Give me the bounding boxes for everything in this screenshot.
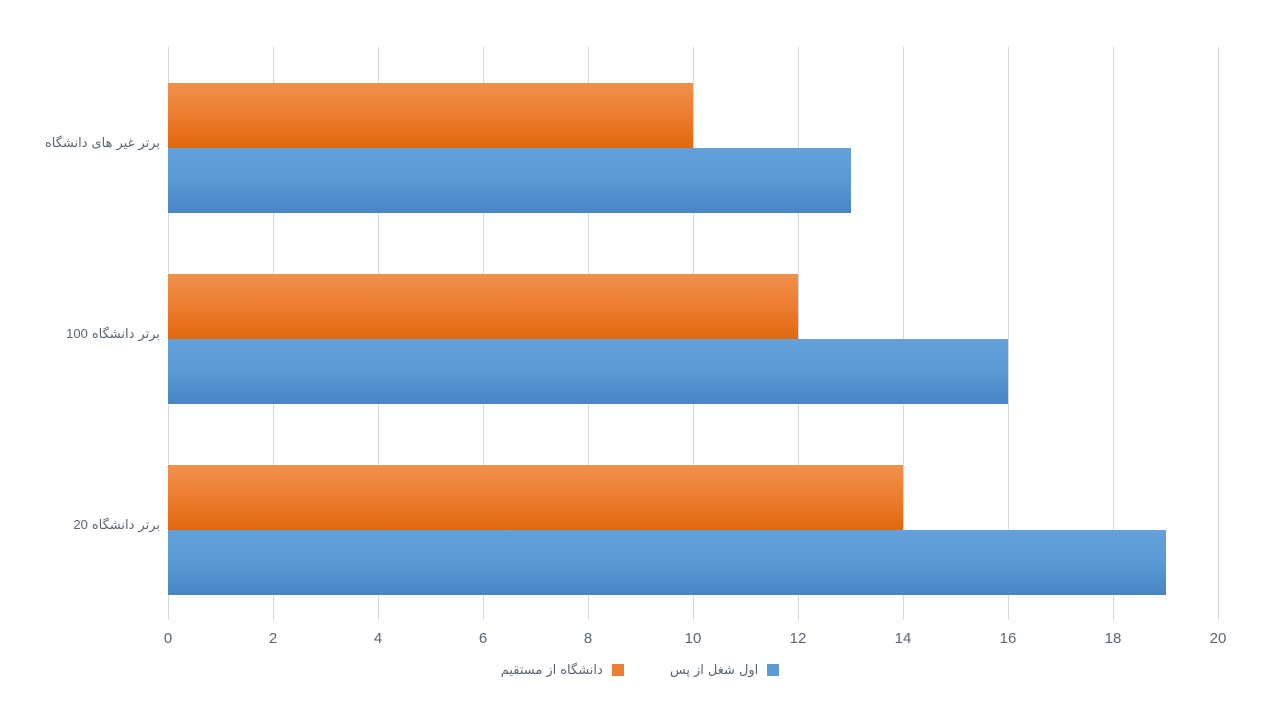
bar-direct-from-university[interactable]: [168, 274, 798, 339]
bar-group: [168, 47, 1218, 238]
category-label: 20 دانشگاه برتر: [73, 516, 160, 533]
legend-label: مستقیم از دانشگاه: [500, 662, 603, 677]
gridline: [798, 47, 799, 620]
legend-marker-icon: [611, 664, 624, 676]
bar-after-first-job[interactable]: [168, 148, 851, 213]
x-axis-tick-label: 2: [268, 630, 278, 647]
x-axis-tick-label: 0: [163, 630, 173, 647]
bar-after-first-job[interactable]: [168, 339, 1008, 404]
x-axis-tick-label: 8: [583, 630, 593, 647]
legend-label: پس از شغل اول: [669, 662, 759, 677]
gridline: [1218, 47, 1219, 620]
category-label: 100 دانشگاه برتر: [66, 325, 160, 342]
x-axis-tick-label: 14: [894, 630, 912, 647]
legend-item-after-first-job[interactable]: پس از شغل اول: [669, 662, 780, 678]
x-axis-tick-label: 12: [789, 630, 807, 647]
legend: مستقیم از دانشگاه پس از شغل اول: [0, 662, 1280, 678]
category-label: دانشگاه های غیر برتر: [44, 134, 160, 150]
bar-direct-from-university[interactable]: [168, 83, 693, 148]
x-axis-tick-label: 16: [999, 630, 1017, 647]
bar-after-first-job[interactable]: [168, 530, 1166, 595]
bar-group: [168, 238, 1218, 429]
x-axis-tick-label: 4: [373, 630, 383, 647]
bar-direct-from-university[interactable]: [168, 465, 903, 530]
gridline: [1113, 47, 1114, 620]
bar-group: [168, 429, 1218, 620]
x-axis-tick-label: 10: [684, 630, 702, 647]
x-axis-tick-label: 6: [478, 630, 488, 647]
x-axis-tick-label: 18: [1104, 630, 1122, 647]
gridline: [1008, 47, 1009, 620]
legend-item-direct-from-university[interactable]: مستقیم از دانشگاه: [501, 662, 624, 678]
legend-marker-icon: [767, 664, 780, 676]
plot-area: [168, 47, 1219, 620]
gridline: [903, 47, 904, 620]
x-axis-tick-label: 20: [1209, 630, 1227, 647]
